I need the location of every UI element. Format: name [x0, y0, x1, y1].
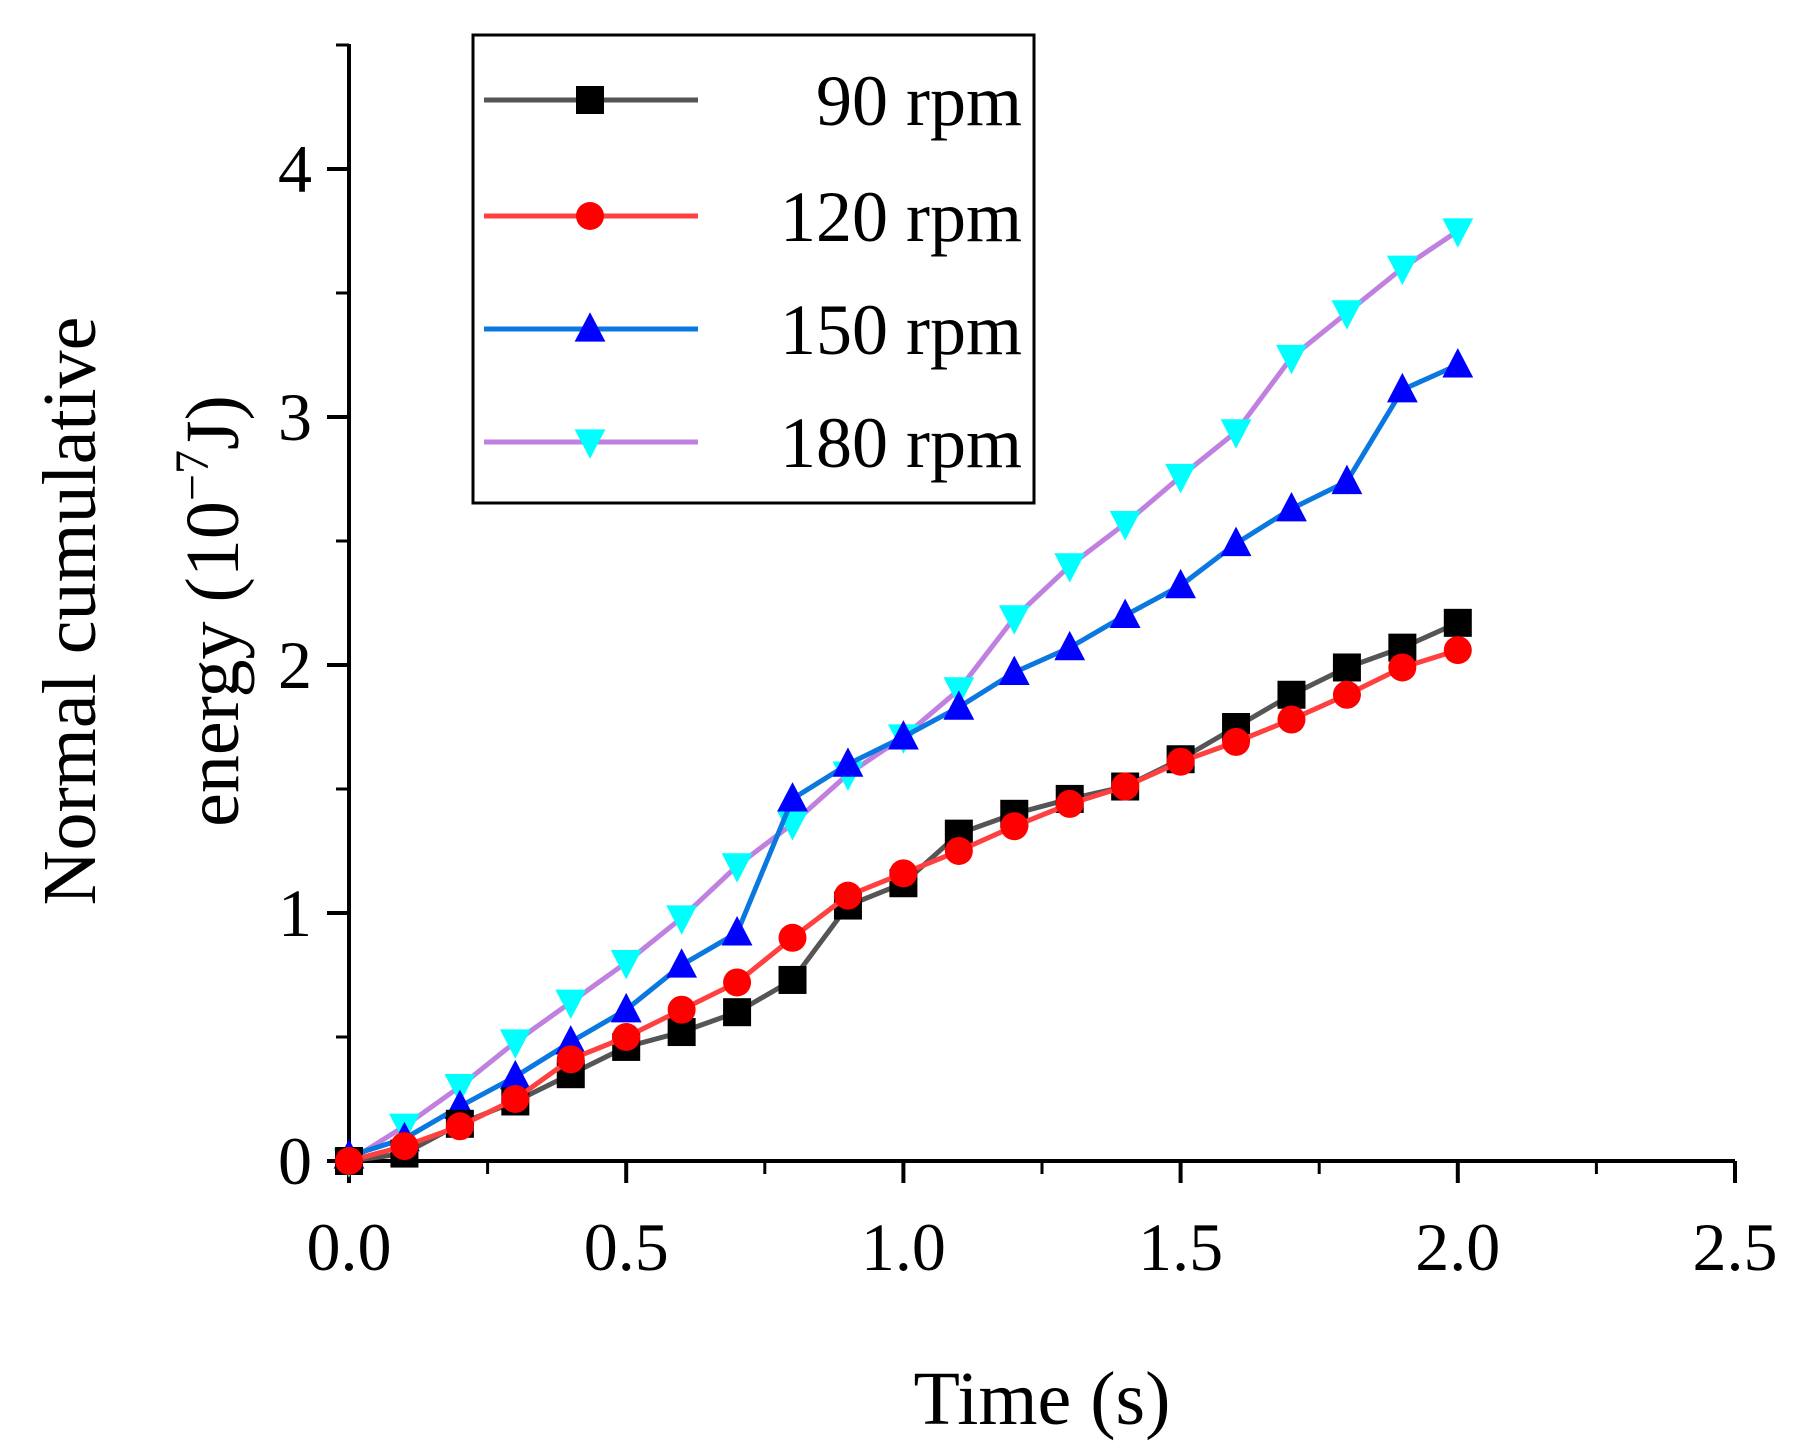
triangle-down-marker [1165, 463, 1196, 494]
legend-item: 90 rpm [484, 61, 1022, 141]
y-tick-label: 4 [278, 131, 312, 207]
y-axis-title-prefix: energy (10 [171, 501, 255, 827]
legend-label: 120 rpm [780, 177, 1022, 257]
y-axis-title-line2: energy (10−7J) [166, 395, 255, 827]
circle-marker [723, 968, 752, 997]
triangle-down-marker [1442, 218, 1474, 248]
legend-label: 180 rpm [780, 403, 1022, 483]
triangle-up-marker [1109, 598, 1141, 628]
square-marker [576, 86, 604, 114]
legend-item: 150 rpm [484, 290, 1022, 370]
circle-marker [1443, 636, 1472, 665]
triangle-down-marker [1109, 511, 1141, 541]
circle-marker [778, 923, 807, 952]
triangle-down-marker [444, 1074, 476, 1104]
circle-marker [1055, 789, 1084, 818]
triangle-down-marker [1331, 300, 1363, 330]
triangle-down-marker [499, 1029, 531, 1059]
circle-marker [445, 1112, 474, 1141]
legend-box [471, 33, 1036, 505]
circle-marker [1277, 705, 1306, 734]
triangle-down-marker [555, 989, 587, 1020]
square-marker [1277, 680, 1306, 709]
triangle-up-marker [1165, 568, 1196, 599]
x-tick-label: 2.5 [1693, 1209, 1778, 1285]
triangle-up-marker [721, 916, 753, 946]
triangle-up-marker [574, 312, 606, 342]
triangle-down-marker [574, 429, 606, 459]
triangle-up-marker [666, 948, 698, 978]
y-axis-title-suffix: J) [171, 395, 255, 450]
legend-item: 180 rpm [484, 403, 1022, 483]
y-axis-title: Normal cumulative energy (10−7J) [28, 317, 255, 906]
triangle-up-marker [1276, 491, 1307, 522]
circle-marker [944, 837, 973, 865]
series-layer [333, 218, 1474, 1178]
triangle-down-marker [610, 950, 642, 980]
y-tick-label: 2 [278, 627, 312, 703]
triangle-up-marker [1386, 372, 1418, 403]
square-marker [723, 998, 752, 1027]
series-120-rpm [335, 636, 1472, 1175]
x-tick-label: 2.0 [1415, 1209, 1500, 1285]
legend-label: 90 rpm [816, 61, 1022, 141]
circle-marker [1111, 772, 1140, 801]
triangle-up-marker [1331, 464, 1363, 495]
legend-item: 120 rpm [484, 177, 1022, 257]
legend: 90 rpm 120 rpm 150 rpm 180 rpm [471, 33, 1036, 505]
x-axis-title: Time (s) [914, 1357, 1171, 1441]
triangle-down-marker [1054, 553, 1086, 583]
x-tick-label: 0.5 [584, 1209, 669, 1285]
y-tick-label: 1 [278, 875, 312, 951]
x-tick-label: 1.0 [861, 1209, 946, 1285]
x-tick-label: 0.0 [307, 1209, 392, 1285]
circle-marker [833, 881, 862, 910]
triangle-up-marker [610, 992, 642, 1023]
legend-label: 150 rpm [780, 290, 1022, 370]
circle-marker [1388, 653, 1417, 682]
triangle-up-marker [555, 1025, 587, 1055]
square-marker [1332, 653, 1361, 682]
circle-marker [612, 1023, 641, 1051]
triangle-up-marker [777, 782, 808, 812]
circle-marker [667, 995, 696, 1024]
triangle-up-marker [1220, 526, 1252, 557]
x-tick-label: 1.5 [1138, 1209, 1223, 1285]
circle-marker [1166, 747, 1195, 776]
circle-marker [1000, 812, 1029, 841]
triangle-up-marker [1054, 630, 1086, 661]
triangle-up-marker [499, 1059, 531, 1090]
y-tick-label: 3 [278, 379, 312, 455]
circle-marker [390, 1132, 419, 1161]
circle-marker [576, 202, 604, 230]
triangle-down-marker [1276, 344, 1307, 375]
triangle-down-marker [721, 853, 753, 883]
circle-marker [889, 859, 918, 888]
triangle-up-marker [832, 747, 864, 777]
triangle-down-marker [998, 605, 1030, 635]
triangle-down-marker [1386, 255, 1418, 285]
circle-marker [556, 1045, 585, 1074]
axes: 0.0 0.5 1.0 1.5 2.0 2.5 0 1 2 3 4 [278, 43, 1778, 1285]
triangle-down-marker [666, 905, 698, 935]
circle-marker [335, 1147, 363, 1175]
triangle-up-marker [1442, 348, 1474, 378]
triangle-down-marker [1220, 419, 1252, 449]
square-marker [1443, 608, 1472, 637]
triangle-up-marker [943, 690, 975, 720]
series-150-rpm [333, 348, 1474, 1169]
circle-marker [1332, 680, 1361, 709]
square-marker [778, 965, 807, 994]
y-axis-title-line1: Normal cumulative [28, 317, 112, 906]
y-tick-label: 0 [278, 1123, 312, 1199]
triangle-up-marker [998, 655, 1030, 686]
y-axis-title-exponent: −7 [166, 450, 219, 501]
circle-marker [1222, 727, 1251, 756]
circle-marker [501, 1085, 530, 1113]
triangle-up-marker [888, 720, 919, 750]
